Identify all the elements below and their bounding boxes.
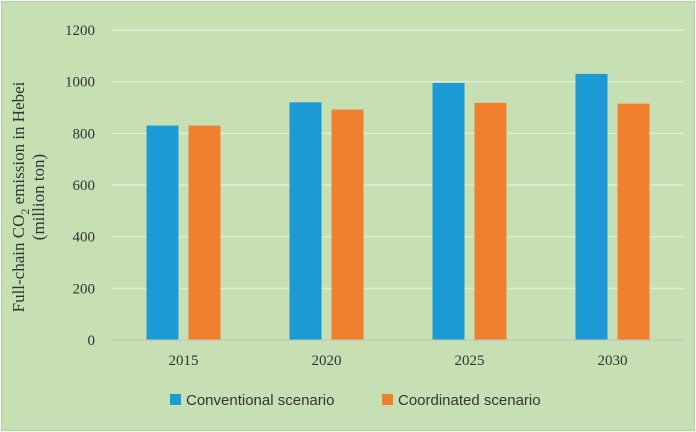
y-tick-label: 200 bbox=[73, 281, 96, 297]
y-axis-title: Full-chain CO2 emission in Hebei (millio… bbox=[9, 81, 48, 312]
y-axis-title-tail: emission in Hebei bbox=[9, 81, 28, 208]
x-tick-label: 2020 bbox=[312, 353, 342, 369]
legend: Conventional scenario Coordinated scenari… bbox=[170, 392, 541, 409]
bars bbox=[146, 73, 650, 341]
bar bbox=[146, 125, 179, 340]
legend-label: Conventional scenario bbox=[186, 392, 334, 409]
y-tick-label: 400 bbox=[73, 230, 96, 246]
y-axis-ticks: 0 200 400 600 800 1000 1200 bbox=[65, 23, 95, 349]
bar bbox=[331, 109, 364, 340]
y-axis-title-main: Full-chain CO bbox=[9, 215, 28, 313]
x-tick-label: 2030 bbox=[598, 353, 628, 369]
y-axis-title-subscript: 2 bbox=[18, 209, 32, 215]
y-tick-label: 1000 bbox=[65, 75, 95, 91]
y-tick-label: 1200 bbox=[65, 23, 95, 39]
bar bbox=[617, 103, 650, 340]
bar bbox=[432, 82, 465, 340]
y-axis-title-line2: (million ton) bbox=[29, 154, 48, 240]
legend-swatch bbox=[382, 394, 393, 405]
y-tick-label: 600 bbox=[73, 178, 96, 194]
bar bbox=[575, 73, 608, 341]
legend-label: Coordinated scenario bbox=[398, 392, 541, 409]
x-axis-ticks: 2015 2020 2025 2030 bbox=[169, 353, 628, 369]
bar bbox=[474, 102, 507, 340]
y-axis-title-line1: Full-chain CO2 emission in Hebei bbox=[9, 81, 32, 312]
x-tick-label: 2015 bbox=[169, 353, 199, 369]
legend-swatch bbox=[170, 394, 181, 405]
x-tick-label: 2025 bbox=[455, 353, 485, 369]
y-tick-label: 0 bbox=[88, 333, 96, 349]
bar bbox=[289, 102, 322, 340]
bar bbox=[188, 125, 221, 340]
y-tick-label: 800 bbox=[73, 126, 96, 142]
